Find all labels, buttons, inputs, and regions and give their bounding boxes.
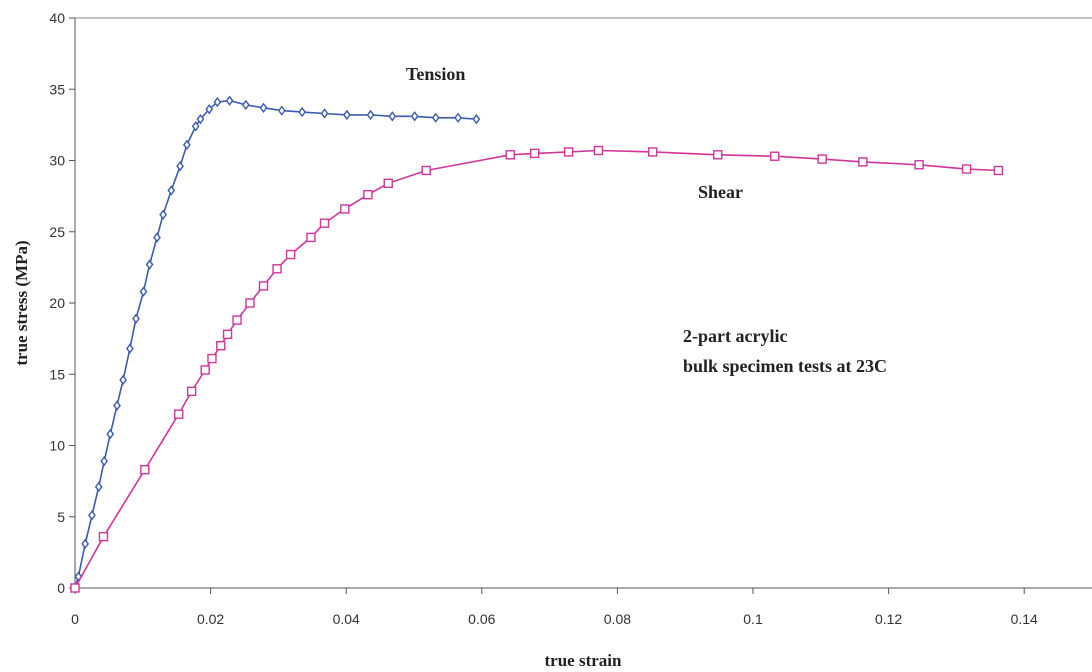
data-point	[94, 481, 103, 492]
data-point	[119, 374, 128, 386]
data-point	[258, 281, 269, 291]
data-point	[858, 157, 868, 167]
data-point	[593, 145, 604, 156]
data-point	[285, 249, 296, 260]
y-tick-label: 10	[49, 438, 65, 454]
data-point	[88, 510, 96, 521]
data-point	[245, 298, 255, 308]
data-point	[139, 286, 148, 297]
data-point	[100, 456, 109, 467]
data-point	[431, 112, 440, 123]
data-point	[366, 109, 375, 121]
data-point	[272, 264, 282, 274]
y-tick-label: 20	[49, 295, 65, 311]
data-point	[205, 104, 214, 115]
y-tick-label: 30	[49, 153, 65, 169]
y-axis-title: true stress (MPa)	[12, 240, 31, 365]
data-point	[232, 315, 242, 325]
data-point	[222, 329, 233, 340]
data-point	[277, 105, 286, 116]
data-point	[182, 139, 191, 150]
data-point	[113, 400, 121, 411]
data-point	[505, 150, 515, 160]
data-point	[159, 209, 168, 220]
axes: 0 5 10 15 20 25 30 35 40 0 0.02 0.04 0.06 0.08 0.1 0.12…	[49, 10, 1092, 627]
data-point	[106, 428, 115, 440]
x-tick-label: 0.06	[468, 611, 495, 627]
data-point	[207, 353, 217, 364]
y-tick-label: 5	[57, 509, 65, 525]
data-point	[563, 147, 574, 157]
specimen-note-line2: bulk specimen tests at 23C	[683, 356, 887, 376]
data-point	[713, 150, 723, 160]
shear-label: Shear	[698, 182, 743, 202]
data-point	[647, 147, 658, 157]
data-point	[410, 111, 419, 122]
y-tick-label: 40	[49, 10, 65, 26]
specimen-note-line1: 2-part acrylic	[683, 326, 787, 346]
series-layer	[70, 95, 1004, 594]
data-point	[145, 259, 154, 270]
data-point	[363, 189, 373, 200]
data-point	[241, 99, 250, 111]
data-point	[529, 148, 540, 159]
y-tick-label: 25	[49, 224, 65, 240]
data-point	[167, 185, 176, 196]
x-tick-label: 0.02	[197, 611, 224, 627]
data-point	[132, 313, 140, 324]
data-point	[306, 232, 316, 243]
data-point	[421, 165, 431, 176]
data-point	[454, 112, 462, 123]
data-point	[191, 121, 200, 132]
data-point	[81, 538, 90, 549]
data-point	[126, 343, 134, 354]
x-tick-label: 0.12	[875, 611, 902, 627]
data-point	[320, 108, 329, 119]
data-point	[298, 106, 307, 118]
data-point	[200, 365, 210, 375]
y-tick-label: 35	[49, 81, 65, 97]
data-point	[472, 114, 481, 125]
data-point	[216, 341, 226, 351]
y-tick-label: 15	[49, 366, 65, 382]
data-point	[213, 96, 222, 108]
data-point	[340, 204, 350, 214]
x-axis-title: true strain	[545, 651, 623, 670]
x-tick-label: 0.04	[333, 611, 360, 627]
data-point	[388, 111, 397, 122]
data-point	[176, 161, 184, 172]
data-point	[70, 583, 80, 593]
tension-label: Tension	[406, 64, 465, 84]
data-point	[961, 164, 972, 174]
data-point	[319, 218, 330, 228]
y-tick-label: 0	[57, 580, 65, 596]
x-tick-label: 0.1	[743, 611, 763, 627]
data-point	[153, 232, 161, 243]
x-tick-label: 0.08	[604, 611, 631, 627]
data-point	[186, 386, 197, 397]
x-tick-label: 0	[71, 611, 79, 627]
data-point	[914, 160, 924, 170]
data-point	[259, 102, 268, 113]
data-point	[140, 465, 150, 475]
data-point	[817, 154, 827, 164]
data-point	[225, 95, 234, 106]
data-point	[769, 151, 780, 161]
data-point	[383, 178, 393, 189]
data-point	[343, 109, 351, 121]
data-point	[196, 114, 205, 125]
x-tick-label: 0.14	[1011, 611, 1038, 627]
data-point	[993, 165, 1004, 176]
data-point	[174, 409, 184, 419]
data-point	[98, 532, 109, 542]
